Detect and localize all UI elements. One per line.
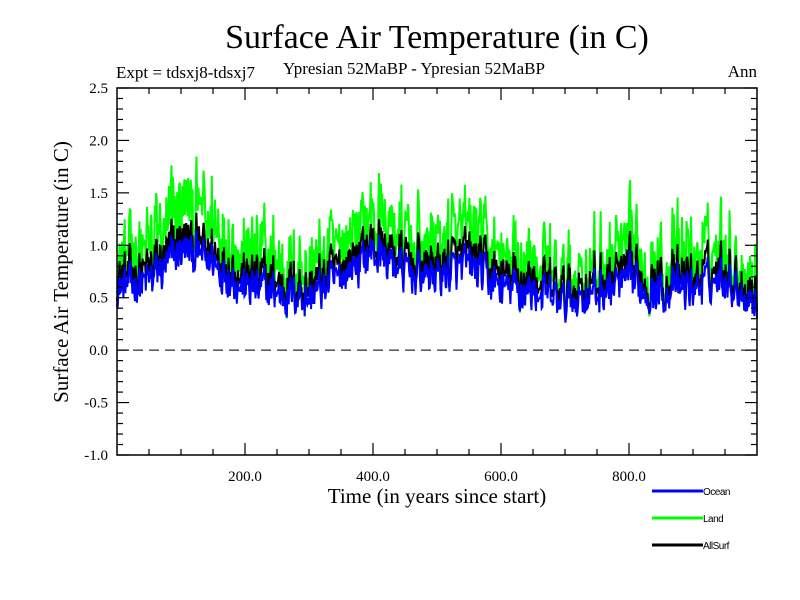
x-tick-label: 800.0 (612, 469, 646, 485)
legend-label-ocean: Ocean (703, 487, 730, 498)
y-axis-label: Surface Air Temperature (in C) (49, 141, 73, 403)
subtitle-season: Ann (728, 62, 758, 81)
legend: Ocean Land AllSurf (652, 487, 730, 552)
x-tick-label: 200.0 (228, 469, 262, 485)
y-tick-label: 0.5 (89, 291, 108, 307)
axes: 200.0 400.0 600.0 800.0 -1.0 -0.5 0.0 0.5 1.0 1.5… (84, 81, 758, 485)
x-tick-label: 400.0 (356, 469, 390, 485)
y-tick-label: -0.5 (84, 396, 108, 412)
y-tick-label: -1.0 (84, 448, 108, 464)
subtitle-experiment: Expt = tdsxj8-tdsxj7 (116, 63, 255, 82)
chart-title: Surface Air Temperature (in C) (225, 19, 649, 56)
y-tick-label: 2.5 (89, 81, 108, 97)
x-tick-label: 600.0 (484, 469, 518, 485)
series-line-ocean (116, 230, 758, 323)
y-tick-label: 1.0 (89, 238, 108, 254)
legend-label-allsurf: AllSurf (703, 541, 730, 552)
y-tick-label: 1.5 (89, 186, 108, 202)
y-tick-label: 2.0 (89, 133, 108, 149)
y-tick-label: 0.0 (89, 343, 108, 359)
subtitle-period: Ypresian 52MaBP - Ypresian 52MaBP (283, 59, 545, 78)
series-layer (116, 156, 758, 323)
legend-label-land: Land (703, 514, 723, 525)
x-axis-label: Time (in years since start) (328, 484, 547, 508)
